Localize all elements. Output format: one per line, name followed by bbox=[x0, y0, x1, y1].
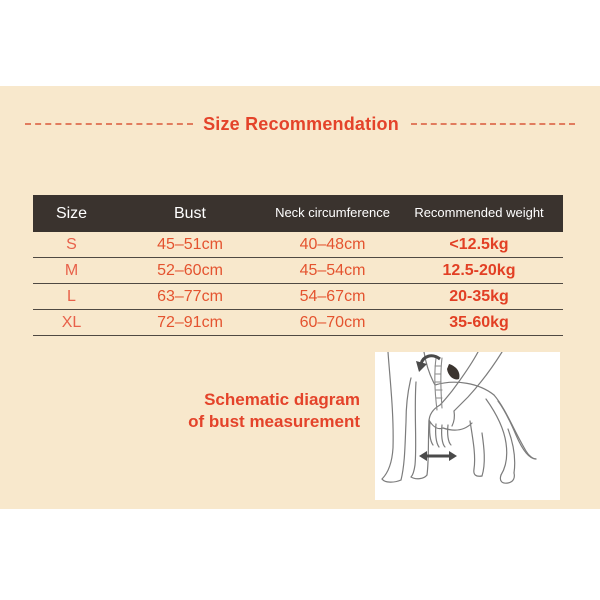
header-cell-weight: Recommended weight bbox=[414, 205, 544, 221]
dog-illustration-box bbox=[375, 352, 560, 500]
cell-neck: 60–70cm bbox=[299, 313, 366, 331]
cell-neck: 54–67cm bbox=[299, 287, 366, 305]
title-section: Size Recommendation bbox=[0, 112, 600, 136]
cell-bust: 45–51cm bbox=[157, 235, 223, 253]
table-row: L 63–77cm 54–67cm 20-35kg bbox=[33, 284, 563, 310]
table-row: M 52–60cm 45–54cm 12.5-20kg bbox=[33, 258, 563, 284]
cell-weight: 20-35kg bbox=[449, 287, 509, 305]
cell-size: S bbox=[66, 235, 77, 253]
cell-size: L bbox=[67, 287, 76, 305]
cell-weight: 12.5-20kg bbox=[442, 261, 516, 279]
title-dash-right bbox=[410, 123, 575, 125]
double-arrow-icon bbox=[419, 451, 457, 461]
header-cell-neck: Neck circumference bbox=[275, 205, 390, 221]
page-title: Size Recommendation bbox=[203, 113, 399, 134]
caption-line-1: Schematic diagram bbox=[204, 390, 360, 409]
cell-neck: 40–48cm bbox=[299, 235, 366, 253]
header-cell-bust: Bust bbox=[173, 204, 206, 222]
table-row: S 45–51cm 40–48cm <12.5kg bbox=[33, 232, 563, 258]
table-row: XL 72–91cm 60–70cm 35-60kg bbox=[33, 310, 563, 336]
cell-bust: 52–60cm bbox=[157, 261, 223, 279]
dog-outline bbox=[381, 352, 537, 484]
curved-arrow-icon bbox=[416, 354, 441, 372]
dog-bust-measurement-illustration bbox=[381, 352, 537, 484]
cell-bust: 63–77cm bbox=[157, 287, 223, 305]
cell-weight: <12.5kg bbox=[449, 235, 509, 253]
cell-neck: 45–54cm bbox=[299, 261, 366, 279]
cream-panel: Size Recommendation Size Bust Neck circu… bbox=[0, 86, 600, 509]
table-header-row: Size Bust Neck circumference Recommended… bbox=[33, 195, 563, 232]
size-table: Size Bust Neck circumference Recommended… bbox=[33, 195, 563, 336]
cell-size: M bbox=[64, 261, 79, 279]
cell-weight: 35-60kg bbox=[449, 313, 509, 331]
cell-bust: 72–91cm bbox=[157, 313, 223, 331]
hand-grip-shade bbox=[447, 364, 460, 380]
caption-line-2: of bust measurement bbox=[188, 412, 360, 432]
measure-tape bbox=[434, 357, 443, 411]
header-cell-size: Size bbox=[55, 204, 88, 222]
cell-size: XL bbox=[61, 313, 82, 331]
schematic-caption: Schematic diagram of bust measurement bbox=[60, 389, 360, 434]
title-dash-left bbox=[25, 123, 194, 125]
